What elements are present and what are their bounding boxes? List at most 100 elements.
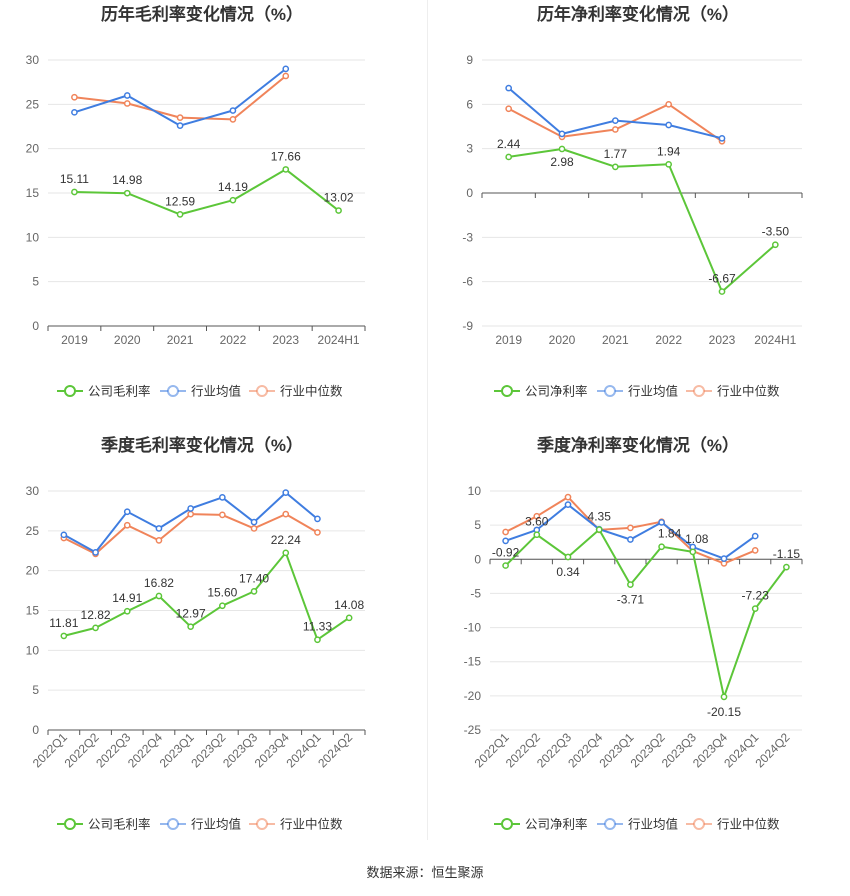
chart-title: 季度毛利率变化情况（%） — [101, 435, 303, 455]
data-point-company — [71, 188, 78, 196]
data-point-industry_avg — [505, 84, 513, 92]
data-label: 15.11 — [60, 172, 89, 186]
data-point-industry_median — [314, 529, 321, 536]
y-tick-label: 6 — [466, 97, 473, 111]
data-label: 4.35 — [588, 510, 612, 524]
data-point-company — [533, 531, 541, 539]
data-point-company — [502, 562, 509, 569]
y-tick-label: -20 — [464, 689, 482, 703]
data-point-company — [176, 211, 184, 218]
data-label: 14.91 — [112, 591, 142, 605]
data-point-company — [123, 189, 131, 197]
data-label: 12.97 — [176, 607, 206, 621]
x-tick-label: 2020 — [114, 333, 141, 347]
data-point-industry_median — [502, 528, 509, 536]
legend-label: 公司毛利率 — [88, 384, 151, 399]
data-point-industry_avg — [502, 537, 509, 545]
data-point-company — [771, 241, 779, 249]
data-point-industry_median — [627, 524, 634, 532]
y-tick-label: 20 — [26, 142, 40, 156]
data-point-industry_median — [533, 512, 541, 520]
y-tick-label: 30 — [26, 53, 40, 67]
data-label: -20.15 — [707, 705, 741, 719]
data-point-company — [229, 196, 237, 204]
data-label: 14.19 — [218, 180, 248, 194]
chart-annual-gross-margin: 历年毛利率变化情况（%） 0 5 10 15 20 25 30 2019 2020 2021 2022… — [26, 4, 366, 399]
x-tick-label: 2020 — [549, 333, 576, 347]
data-point-industry_avg — [720, 555, 728, 562]
data-label: 3.60 — [525, 515, 549, 529]
panel-divider — [427, 0, 428, 840]
series-line-industry_median — [74, 75, 287, 121]
data-point-industry_avg — [282, 65, 290, 73]
data-point-industry_avg — [611, 117, 619, 124]
y-tick-label: -3 — [462, 230, 473, 244]
data-point-company — [345, 614, 353, 622]
legend-label: 行业均值 — [628, 384, 678, 399]
legend-swatch-marker — [256, 385, 268, 397]
data-point-industry_avg — [282, 489, 290, 496]
y-tick-label: 5 — [32, 683, 39, 697]
data-label: -7.23 — [742, 589, 770, 603]
data-point-industry_median — [505, 105, 513, 113]
data-point-industry_median — [219, 511, 226, 519]
data-point-company — [219, 602, 226, 610]
data-point-industry_avg — [187, 505, 194, 512]
x-tick-label: 2021 — [167, 333, 194, 347]
data-point-company — [505, 153, 513, 161]
data-point-company — [155, 592, 163, 600]
legend-swatch-marker — [501, 818, 513, 830]
data-label: -3.71 — [617, 593, 645, 607]
chart-quarterly-gross-margin: 季度毛利率变化情况（%）0510152025302022Q12022Q22022… — [26, 435, 366, 832]
data-point-industry_median — [282, 510, 290, 518]
data-point-industry_median — [751, 547, 759, 554]
data-label: 1.77 — [604, 147, 628, 161]
legend-label: 行业均值 — [628, 817, 678, 832]
x-tick-label: 2024Q2 — [315, 730, 355, 770]
legend-label: 行业均值 — [191, 384, 241, 399]
data-label: 2.98 — [550, 155, 574, 169]
data-label: 14.08 — [334, 598, 364, 612]
y-tick-label: -9 — [462, 319, 473, 333]
legend-swatch-marker — [256, 818, 268, 830]
data-point-company — [250, 588, 258, 595]
data-point-company — [564, 553, 572, 561]
legend-swatch-marker — [64, 385, 76, 397]
data-source-note: 数据来源：恒生聚源 — [366, 865, 484, 880]
data-point-company — [611, 163, 619, 171]
x-tick-label: 2022 — [220, 333, 247, 347]
data-label: 1.94 — [657, 144, 681, 158]
data-label: 11.33 — [303, 620, 332, 634]
data-point-industry_avg — [60, 531, 68, 539]
data-point-industry_avg — [176, 122, 184, 129]
y-tick-label: 25 — [26, 97, 40, 111]
data-point-industry_avg — [627, 536, 634, 543]
x-tick-label: 2024H1 — [318, 333, 360, 347]
legend-label: 行业中位数 — [280, 384, 343, 399]
data-point-industry_median — [665, 100, 673, 108]
x-tick-label: 2023 — [272, 333, 299, 347]
data-point-company — [658, 543, 665, 551]
data-point-industry_median — [611, 126, 619, 133]
data-point-industry_avg — [92, 548, 99, 556]
data-point-industry_median — [282, 72, 290, 80]
data-label: 2.44 — [497, 137, 521, 151]
y-tick-label: -15 — [464, 655, 482, 669]
data-point-company — [627, 581, 634, 588]
data-point-company — [783, 563, 790, 571]
data-point-industry_median — [250, 525, 258, 532]
series-line-company — [63, 551, 350, 641]
y-tick-label: 30 — [26, 484, 40, 498]
data-label: 22.24 — [271, 533, 301, 547]
x-tick-label: 2021 — [602, 333, 629, 347]
legend-label: 行业中位数 — [717, 384, 780, 399]
legend-label: 公司净利率 — [525, 384, 588, 399]
data-point-industry_avg — [665, 121, 673, 129]
x-tick-label: 2024Q2 — [752, 730, 792, 770]
legend-label: 行业中位数 — [717, 817, 780, 832]
data-label: 11.81 — [49, 616, 78, 630]
chart-annual-net-margin: 历年净利率变化情况（%） -9 -6 -3 0 3 6 9 2019 2020 2021 2022 20… — [462, 4, 803, 399]
data-point-company — [558, 145, 566, 153]
y-tick-label: 0 — [474, 552, 481, 566]
